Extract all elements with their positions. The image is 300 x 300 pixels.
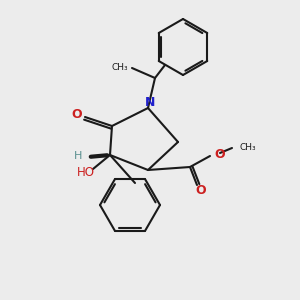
Text: N: N xyxy=(145,95,155,109)
Text: H: H xyxy=(74,151,82,161)
Text: CH₃: CH₃ xyxy=(111,62,128,71)
Text: HO: HO xyxy=(77,166,95,178)
Text: CH₃: CH₃ xyxy=(239,142,256,152)
Text: O: O xyxy=(196,184,206,197)
Text: O: O xyxy=(214,148,225,160)
Text: O: O xyxy=(72,109,82,122)
